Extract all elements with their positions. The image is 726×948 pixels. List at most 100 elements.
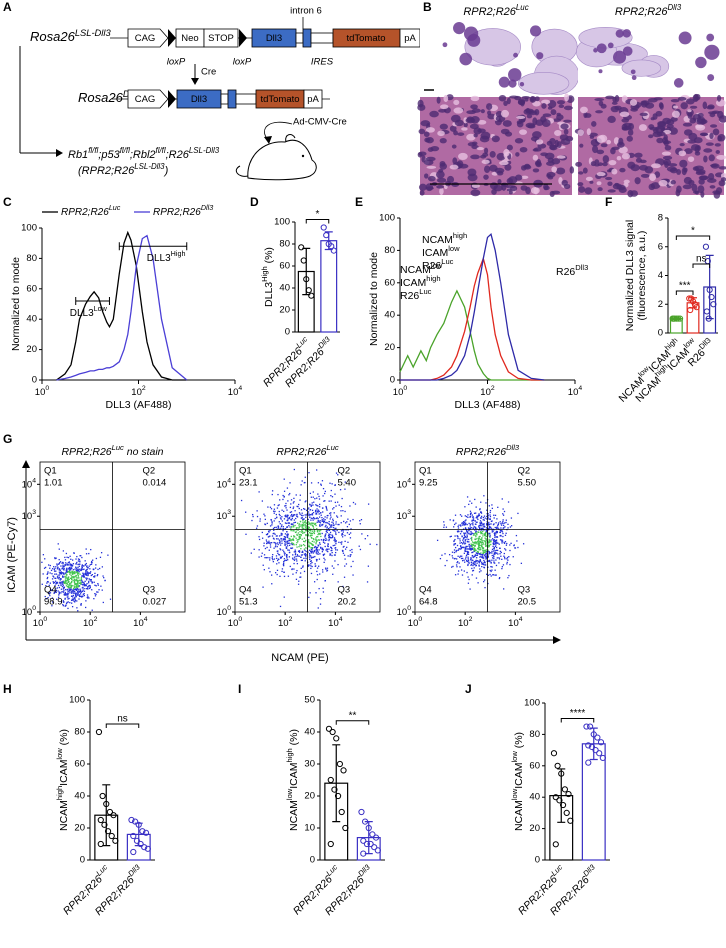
cell-nucleus: [682, 167, 687, 175]
cell-event: [320, 598, 321, 599]
cell-event: [86, 566, 87, 567]
cell-event: [454, 549, 455, 550]
cell-event: [490, 512, 491, 513]
cell-event: [325, 568, 326, 569]
cell-event: [260, 518, 261, 519]
cell-event: [301, 545, 302, 546]
cell-event: [481, 566, 482, 567]
cell-event: [474, 543, 475, 544]
cell-event: [461, 531, 462, 532]
cell-event: [97, 591, 98, 592]
cell-event: [86, 588, 87, 589]
cell-event: [467, 576, 468, 577]
cell-nucleus: [508, 176, 517, 184]
cell-event: [72, 599, 73, 600]
cell-event: [291, 526, 292, 527]
cell-event: [315, 592, 316, 593]
genotype-sup: LSL-Dll3: [189, 146, 220, 155]
cell-event: [480, 511, 481, 512]
cell-event: [320, 536, 321, 537]
cell-event: [498, 522, 499, 523]
cell-event: [64, 583, 65, 584]
cell-event: [337, 524, 338, 525]
tumor-nodule: [597, 43, 607, 53]
cell-event: [450, 519, 451, 520]
cell-event: [89, 585, 90, 586]
loxp-site: [168, 90, 176, 108]
cell-event: [63, 590, 64, 591]
cell-event: [463, 547, 464, 548]
cell-nucleus: [420, 120, 430, 126]
cell-event: [61, 568, 62, 569]
cell-event: [304, 509, 305, 510]
x-tick-label-sup: 2: [94, 616, 98, 623]
cell-event: [78, 591, 79, 592]
cell-event: [288, 534, 289, 535]
cell-event: [321, 525, 322, 526]
construct-element: Dll3: [266, 33, 282, 44]
cell-event: [274, 513, 275, 514]
cell-event: [323, 591, 324, 592]
cell-event: [491, 562, 492, 563]
genotype-short: (RPR2;R26LSL-Dll3): [78, 162, 169, 177]
x-tick-label-sup: 0: [403, 385, 407, 392]
cell-event: [79, 594, 80, 595]
cell-event: [60, 578, 61, 579]
y-tick-label-part: 10: [397, 479, 408, 490]
cell-event: [496, 542, 497, 543]
cell-event: [464, 549, 465, 550]
cell-event: [319, 522, 320, 523]
cell-event: [62, 586, 63, 587]
cell-event: [344, 577, 345, 578]
cell-event: [467, 536, 468, 537]
cell-nucleus: [557, 100, 565, 104]
cell-event: [259, 520, 260, 521]
cell-event: [316, 552, 317, 553]
cell-event: [54, 582, 55, 583]
cell-nucleus: [716, 150, 720, 154]
cell-event: [305, 540, 306, 541]
cell-event: [332, 565, 333, 566]
cell-event: [293, 506, 294, 507]
plot-title-sup: Dll3: [506, 443, 520, 452]
cell-event: [263, 543, 264, 544]
cell-event: [298, 524, 299, 525]
data-point: [359, 809, 364, 814]
quadrant-value: 5.40: [338, 478, 357, 489]
quadrant-name: Q2: [338, 466, 351, 477]
cell-event: [304, 541, 305, 542]
cell-event: [277, 538, 278, 539]
cell-event: [471, 503, 472, 504]
cell-event: [464, 553, 465, 554]
cell-event: [294, 519, 295, 520]
cell-event: [68, 598, 69, 599]
cell-event: [467, 524, 468, 525]
cell-event: [81, 566, 82, 567]
cell-nucleus: [619, 168, 625, 172]
cell-event: [78, 577, 79, 578]
quadrant-value: 0.027: [143, 597, 167, 608]
cell-event: [464, 570, 465, 571]
cell-event: [509, 564, 510, 565]
y-tick-label: 0: [390, 375, 395, 386]
cell-nucleus: [551, 109, 557, 115]
cell-event: [291, 569, 292, 570]
cell-nucleus: [694, 94, 699, 101]
cell-event: [505, 549, 506, 550]
cell-event: [318, 552, 319, 553]
cell-event: [470, 513, 471, 514]
cell-event: [69, 579, 70, 580]
cell-event: [500, 556, 501, 557]
cell-event: [474, 499, 475, 500]
cell-event: [318, 510, 319, 511]
cell-nucleus: [627, 136, 633, 142]
cell-event: [294, 557, 295, 558]
cell-event: [480, 520, 481, 521]
cell-event: [511, 525, 512, 526]
cell-event: [74, 579, 75, 580]
cell-event: [82, 596, 83, 597]
cell-event: [96, 591, 97, 592]
cell-event: [59, 587, 60, 588]
cell-event: [266, 547, 267, 548]
cell-event: [311, 505, 312, 506]
